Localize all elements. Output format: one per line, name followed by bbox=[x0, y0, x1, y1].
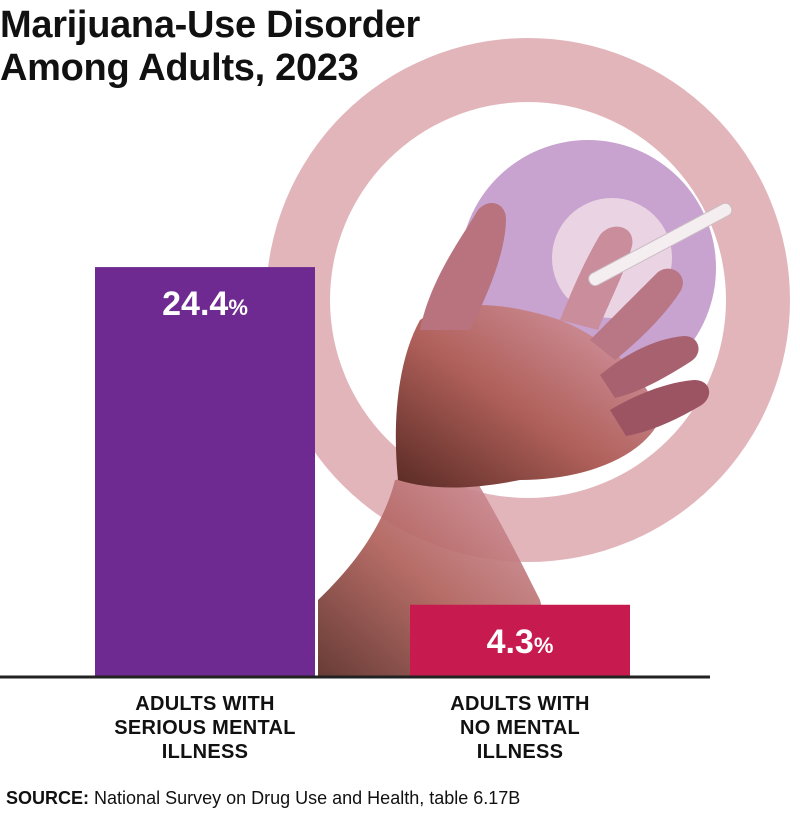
title-line-1: Marijuana-Use Disorder bbox=[0, 4, 420, 46]
category-label-0: ADULTS WITH SERIOUS MENTAL ILLNESS bbox=[75, 692, 335, 764]
joint bbox=[588, 202, 733, 287]
bar-1 bbox=[410, 604, 630, 677]
category-label-line: ADULTS WITH bbox=[450, 693, 590, 715]
chart-title: Marijuana-Use Disorder Among Adults, 202… bbox=[0, 4, 420, 90]
source-note: SOURCE: National Survey on Drug Use and … bbox=[6, 787, 520, 809]
category-label-1: ADULTS WITH NO MENTAL ILLNESS bbox=[390, 692, 650, 764]
middle-finger bbox=[590, 268, 683, 360]
bar-value-label-1: 4.3% bbox=[487, 623, 554, 661]
category-label-line: ADULTS WITH bbox=[135, 693, 275, 715]
bar-labels-group: 24.4% 4.3% bbox=[162, 285, 553, 661]
thumb bbox=[420, 203, 506, 330]
source-label: SOURCE: bbox=[6, 788, 90, 808]
category-label-line: ILLNESS bbox=[161, 741, 249, 763]
title-line-2: Among Adults, 2023 bbox=[0, 47, 359, 89]
bar-0 bbox=[95, 267, 315, 677]
ring-finger bbox=[600, 336, 699, 398]
source-text: National Survey on Drug Use and Health, … bbox=[94, 788, 521, 808]
palm bbox=[395, 305, 660, 488]
background-rings bbox=[266, 38, 790, 562]
bars-group bbox=[95, 267, 630, 677]
category-label-line: NO MENTAL bbox=[459, 717, 581, 739]
pinky-finger bbox=[610, 380, 710, 436]
bar-value-label-0: 24.4% bbox=[162, 285, 248, 323]
category-label-line: ILLNESS bbox=[476, 741, 564, 763]
category-label-line: SERIOUS MENTAL bbox=[114, 717, 296, 739]
